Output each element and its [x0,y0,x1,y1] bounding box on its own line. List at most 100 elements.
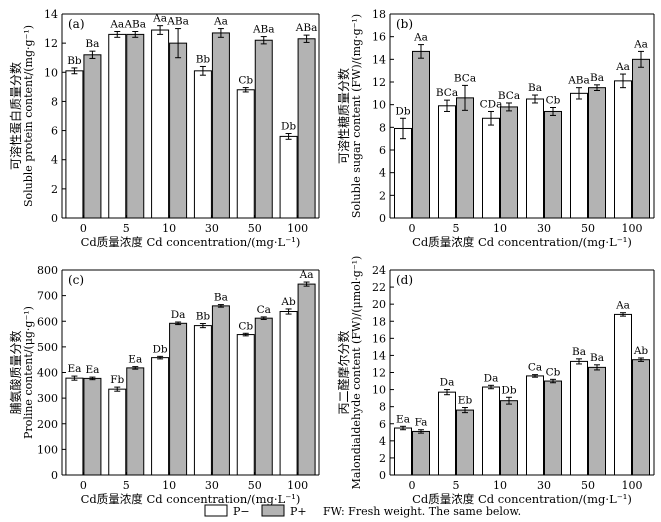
bar-p-minus [279,311,298,476]
x-tick-label: 10 [493,479,507,492]
legend-label-p-plus: P+ [290,505,307,518]
x-axis-title: Cd质量浓度 Cd concentration/(mg·L⁻¹) [81,235,301,249]
bar-p-plus [254,317,273,476]
bar-p-minus [570,360,588,476]
bar-p-minus [394,127,412,219]
y-tick-label: 500 [37,341,58,354]
bar-p-minus [614,80,632,219]
y-axis-title-cn: 可溶性蛋白质量分数 [8,62,23,170]
bar-p-minus [570,92,588,219]
y-tick-label: 0 [379,469,386,482]
x-tick-label: 100 [622,222,643,235]
y-tick-label: 16 [372,31,386,44]
bar-p-plus [500,400,518,476]
significance-label: BCa [454,72,476,84]
y-tick-label: 4 [379,435,386,448]
bar-p-plus [169,42,188,219]
x-tick-label: 100 [287,479,308,492]
y-axis-title-cn: 脯氨酸质量分数 [8,330,23,414]
x-tick-label: 10 [162,479,176,492]
x-tick-label: 5 [123,222,130,235]
bar-p-plus [412,430,430,476]
y-tick-label: 10 [372,99,386,112]
y-tick-label: 2 [379,189,386,202]
bar-p-minus [279,135,298,219]
panel-label: (a) [68,17,85,31]
significance-label: Da [171,309,186,321]
significance-label: BCa [498,90,520,102]
significance-label: Ca [257,304,271,316]
y-tick-label: 800 [37,264,58,277]
bar-p-plus [211,305,230,476]
y-tick-label: 20 [372,298,386,311]
chart-panel-3: 0 100 200 300 400 500 600 700 800 (c) 0 Ea Ea 5 Fb Ea 10… [8,264,320,506]
y-tick-label: 10 [44,66,58,79]
significance-label: ABa [295,22,318,34]
significance-label: Ba [214,292,228,304]
y-tick-label: 0 [379,212,386,225]
y-tick-label: 14 [44,8,58,21]
significance-label: Ba [590,352,604,364]
y-tick-label: 0 [51,212,58,225]
significance-label: Ea [128,354,142,366]
bar-p-plus [169,322,188,476]
bar-p-minus [236,89,255,219]
significance-label: Fa [415,417,428,429]
significance-label: Aa [413,32,428,44]
x-tick-label: 100 [622,479,643,492]
legend-swatch-p-plus [261,504,285,517]
significance-label: Eb [458,395,473,407]
significance-label: Ba [85,38,99,50]
bar-p-minus [526,375,544,476]
figure-legend: P− P+ FW: Fresh weight. The same below. [204,504,521,518]
x-tick-label: 10 [493,222,507,235]
x-tick-label: 30 [205,222,219,235]
y-tick-label: 200 [37,418,58,431]
significance-label: Aa [109,18,124,30]
x-tick-label: 50 [581,479,595,492]
y-tick-label: 6 [51,125,58,138]
significance-label: Ea [85,364,99,376]
significance-label: Ab [280,296,296,308]
legend-swatch-p-minus [204,504,228,517]
significance-label: Ca [528,362,542,374]
bar-p-plus [588,366,606,476]
y-axis-title-en: Malondialdehyde content (FW)/(μmol·g⁻¹) [350,256,363,490]
bar-p-minus [108,33,127,219]
x-tick-label: 30 [205,479,219,492]
significance-label: Aa [152,13,167,25]
y-axis-title-en: Proline content/(μg·g⁻¹) [22,306,35,439]
significance-label: Ab [633,345,649,357]
y-tick-label: 14 [372,53,386,66]
bar-p-plus [254,39,273,219]
bar-p-minus [151,357,170,476]
x-axis-title: Cd质量浓度 Cd concentration/(mg·L⁻¹) [412,235,632,249]
y-tick-label: 0 [51,469,58,482]
bar-p-minus [482,117,500,219]
bar-p-minus [482,386,500,476]
significance-label: Fb [110,374,124,386]
bar-p-plus [297,283,316,476]
significance-label: ABa [166,16,189,28]
significance-label: ABa [567,75,590,87]
significance-label: BCa [436,87,458,99]
significance-label: Db [281,120,296,132]
x-tick-label: 50 [248,222,262,235]
bar-p-plus [211,32,230,219]
significance-label: Bb [196,311,211,323]
bar-p-plus [456,409,474,476]
y-tick-label: 12 [372,76,386,89]
bar-p-minus [236,334,255,476]
significance-label: Bb [67,55,82,67]
y-tick-label: 8 [51,95,58,108]
y-axis-title-en: Soluble sugar content (FW)/(mg·g⁻¹) [350,14,363,218]
bar-p-plus [83,54,102,219]
significance-label: Cb [546,95,561,107]
x-tick-label: 0 [409,479,416,492]
bar-p-plus [544,110,562,219]
significance-label: Db [153,343,168,355]
y-tick-label: 600 [37,315,58,328]
